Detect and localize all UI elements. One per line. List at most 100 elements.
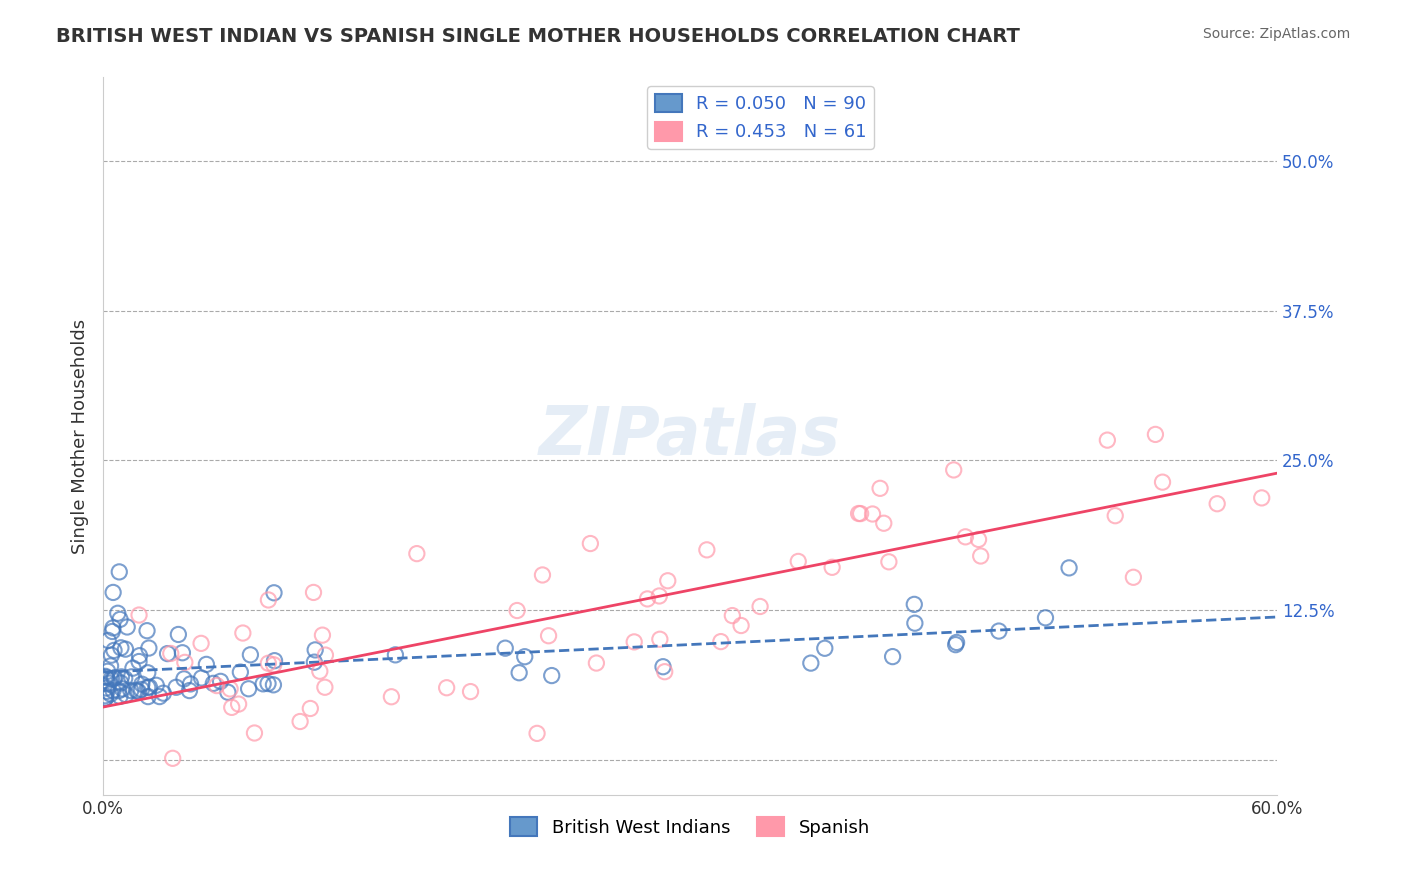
Point <box>101 683 124 698</box>
Point <box>579 536 602 550</box>
Point <box>180 677 202 691</box>
Point <box>100 672 122 686</box>
Point <box>156 647 179 661</box>
Legend: British West Indians, Spanish: British West Indians, Spanish <box>503 810 877 844</box>
Point <box>721 608 744 623</box>
Point <box>100 659 122 673</box>
Text: BRITISH WEST INDIAN VS SPANISH SINGLE MOTHER HOUSEHOLDS CORRELATION CHART: BRITISH WEST INDIAN VS SPANISH SINGLE MO… <box>56 27 1021 45</box>
Point <box>869 481 891 495</box>
Point <box>127 684 149 698</box>
Point <box>108 565 131 579</box>
Point <box>101 585 124 599</box>
Point <box>138 680 160 694</box>
Point <box>104 671 127 685</box>
Point <box>136 681 159 695</box>
Point <box>987 624 1010 638</box>
Point <box>288 714 311 729</box>
Point <box>1035 611 1057 625</box>
Point <box>1152 475 1174 490</box>
Point <box>228 697 250 711</box>
Point <box>190 671 212 685</box>
Point <box>131 677 153 691</box>
Point <box>384 648 406 662</box>
Point <box>299 701 322 715</box>
Point <box>103 643 125 657</box>
Point <box>800 656 823 670</box>
Point <box>110 676 132 690</box>
Point <box>120 683 142 698</box>
Point <box>148 690 170 704</box>
Point <box>506 603 529 617</box>
Point <box>540 668 562 682</box>
Point <box>1104 508 1126 523</box>
Point <box>239 648 262 662</box>
Point <box>903 598 925 612</box>
Point <box>111 681 134 696</box>
Point <box>138 641 160 656</box>
Point <box>107 683 129 698</box>
Point <box>145 678 167 692</box>
Point <box>209 674 232 689</box>
Point <box>1057 561 1080 575</box>
Point <box>114 642 136 657</box>
Point <box>94 670 117 684</box>
Point <box>219 681 242 696</box>
Point <box>263 586 285 600</box>
Point <box>436 681 458 695</box>
Point <box>380 690 402 704</box>
Point <box>304 643 326 657</box>
Point <box>873 516 896 531</box>
Point <box>314 648 336 662</box>
Point <box>114 672 136 686</box>
Point <box>101 624 124 639</box>
Point <box>904 616 927 631</box>
Point <box>508 665 530 680</box>
Point <box>848 507 870 521</box>
Point <box>877 555 900 569</box>
Point <box>257 676 280 690</box>
Point <box>304 655 326 669</box>
Point <box>302 585 325 599</box>
Point <box>94 691 117 706</box>
Point <box>122 661 145 675</box>
Point <box>97 665 120 679</box>
Point <box>110 640 132 655</box>
Point <box>636 591 658 606</box>
Point <box>1144 427 1167 442</box>
Point <box>710 634 733 648</box>
Point <box>152 686 174 700</box>
Point <box>526 726 548 740</box>
Point <box>121 670 143 684</box>
Point <box>110 670 132 684</box>
Point <box>311 628 333 642</box>
Point <box>172 646 194 660</box>
Point <box>531 568 554 582</box>
Point <box>257 657 280 671</box>
Point <box>131 682 153 697</box>
Point <box>136 665 159 680</box>
Point <box>1250 491 1272 505</box>
Point <box>654 665 676 679</box>
Point <box>98 676 121 690</box>
Point <box>696 542 718 557</box>
Point <box>460 684 482 698</box>
Point <box>125 683 148 698</box>
Point <box>314 680 336 694</box>
Point <box>494 641 516 656</box>
Point <box>1122 570 1144 584</box>
Point <box>657 574 679 588</box>
Point <box>173 672 195 686</box>
Text: Source: ZipAtlas.com: Source: ZipAtlas.com <box>1202 27 1350 41</box>
Point <box>263 657 285 672</box>
Point <box>100 648 122 662</box>
Point <box>405 547 427 561</box>
Point <box>263 654 285 668</box>
Point <box>821 560 844 574</box>
Point <box>108 690 131 704</box>
Point <box>128 607 150 622</box>
Point <box>179 683 201 698</box>
Point <box>942 463 965 477</box>
Point <box>217 685 239 699</box>
Point <box>513 649 536 664</box>
Point <box>849 507 872 521</box>
